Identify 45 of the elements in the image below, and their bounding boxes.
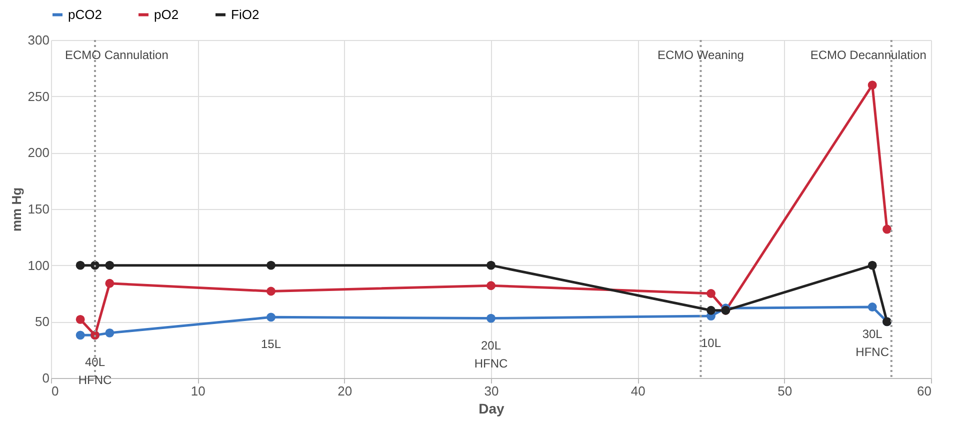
x-tick-label: 40 (630, 384, 646, 398)
y-tick-label: 150 (28, 202, 50, 216)
point (868, 80, 877, 90)
point (266, 260, 276, 270)
y-axis-title: mm Hg (8, 187, 24, 232)
point (706, 289, 716, 298)
y-tick-label: 0 (42, 370, 50, 386)
x-tick-label: 30 (484, 384, 499, 398)
annotation: 20L HFNC (474, 338, 508, 370)
point (486, 314, 496, 323)
point (105, 260, 114, 270)
point (486, 260, 496, 270)
y-tick-label: 300 (28, 32, 50, 48)
y-tick-label: 250 (28, 88, 50, 104)
legend-label: pO2 (154, 6, 179, 22)
point (266, 286, 276, 296)
point (486, 281, 496, 290)
x-tick-label: 50 (778, 384, 792, 398)
x-tick-label: 0 (52, 384, 59, 398)
point (76, 314, 85, 324)
point (105, 328, 114, 338)
ref-line-label: ECMO Cannulation (65, 48, 168, 62)
annotation: 30L HFNC (856, 327, 890, 360)
x-tick-label: 20 (338, 384, 352, 398)
point (76, 260, 85, 270)
y-tick-label: 50 (35, 314, 50, 330)
x-tick-label: 10 (190, 384, 206, 398)
legend-label: FiO2 (231, 6, 260, 22)
point (882, 224, 892, 234)
y-tick-label: 100 (28, 258, 50, 273)
annotation: 15L (260, 337, 282, 352)
legend-label: pCO2 (68, 6, 102, 22)
point (266, 312, 276, 322)
point (868, 302, 877, 312)
annotation: 10L (700, 336, 722, 350)
point (76, 330, 85, 340)
point (706, 306, 716, 315)
annotation: 40L HFNC (78, 355, 112, 388)
point (868, 260, 877, 270)
ref-line-label: ECMO Weaning (657, 48, 744, 62)
y-tick-label: 200 (28, 145, 50, 160)
point (105, 278, 114, 288)
ref-line-label: ECMO Decannulation (810, 48, 926, 62)
x-tick-label: 60 (917, 384, 932, 398)
x-axis-title: Day (478, 400, 505, 416)
